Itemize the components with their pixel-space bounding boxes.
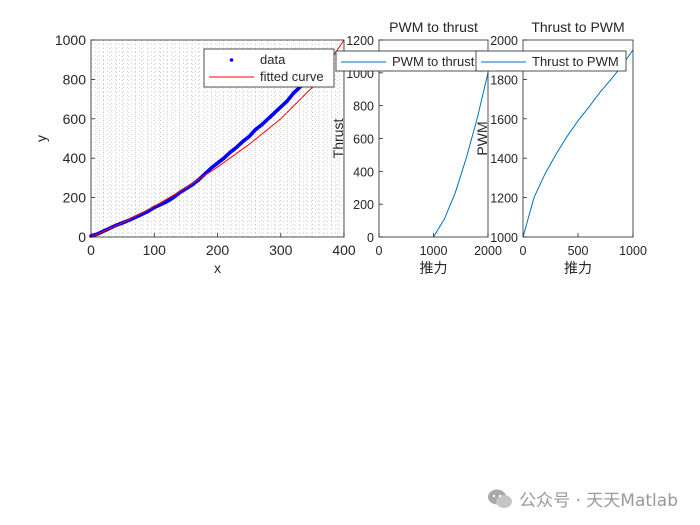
series-0-line xyxy=(522,49,634,238)
y-tick-label: 0 xyxy=(367,231,374,245)
x-axis-label: 推力 xyxy=(564,260,592,276)
legend-label: data xyxy=(260,52,286,67)
x-tick-label: 100 xyxy=(143,242,167,258)
legend: Thrust to PWM xyxy=(475,50,627,72)
x-tick-label: 2000 xyxy=(474,244,502,258)
x-tick-label: 1000 xyxy=(420,244,448,258)
panel-curve-fit: 0 100 200 300 400 0 200 400 600 800 1000 x y data fitt… xyxy=(33,32,356,276)
y-axis-label: PWM xyxy=(474,121,490,155)
panel-thrust-to-pwm: 0 500 1000 1000 1200 1400 1600 1800 2000 推力 PWM Thr… xyxy=(474,19,647,276)
plot-area xyxy=(523,40,633,237)
y-tick-label: 800 xyxy=(63,71,87,87)
y-tick-label: 1200 xyxy=(490,192,518,206)
y-tick-label: 400 xyxy=(353,165,374,179)
x-tick-label: 500 xyxy=(568,244,589,258)
chart-title: Thrust to PWM xyxy=(531,19,624,35)
chart-title: PWM to thrust xyxy=(389,19,478,35)
legend: data fitted curve xyxy=(203,48,335,88)
y-tick-label: 800 xyxy=(353,100,374,114)
y-tick-label: 200 xyxy=(63,190,87,206)
legend: PWM to thrust xyxy=(335,50,485,72)
series-1-line xyxy=(90,39,345,238)
y-tick-label: 1600 xyxy=(490,113,518,127)
y-tick-label: 1800 xyxy=(490,73,518,87)
legend-label: fitted curve xyxy=(260,69,324,84)
y-tick-label: 1400 xyxy=(490,152,518,166)
y-tick-label: 1200 xyxy=(346,34,374,48)
legend-label: PWM to thrust xyxy=(392,54,475,69)
y-tick-label: 2000 xyxy=(490,34,518,48)
series-0-line xyxy=(433,72,489,238)
y-axis-label: y xyxy=(33,135,49,142)
x-tick-label: 400 xyxy=(332,242,356,258)
y-tick-label: 0 xyxy=(78,229,86,245)
y-tick-label: 1000 xyxy=(55,32,86,48)
x-tick-label: 300 xyxy=(269,242,293,258)
x-axis-label: 推力 xyxy=(420,260,448,276)
plot-area xyxy=(379,40,488,237)
y-tick-label: 400 xyxy=(63,150,87,166)
wechat-icon xyxy=(488,489,513,508)
y-tick-label: 200 xyxy=(353,198,374,212)
legend-label: Thrust to PWM xyxy=(532,54,619,69)
y-tick-label: 600 xyxy=(353,133,374,147)
y-tick-label: 1000 xyxy=(490,231,518,245)
legend-marker xyxy=(229,58,234,62)
y-tick-label: 600 xyxy=(63,111,87,127)
x-tick-label: 0 xyxy=(376,244,383,258)
watermark: 公众号 · 天天Matlab xyxy=(487,486,678,511)
y-axis-label: Thrust xyxy=(330,119,346,159)
legend-box xyxy=(475,50,627,72)
x-tick-label: 1000 xyxy=(619,244,647,258)
x-tick-label: 200 xyxy=(206,242,230,258)
watermark-text: 公众号 · 天天Matlab xyxy=(519,491,678,511)
x-tick-label: 0 xyxy=(520,244,527,258)
x-axis-label: x xyxy=(214,260,221,276)
legend-box xyxy=(203,48,335,88)
panel-pwm-to-thrust: 0 1000 2000020040060080010001200推力ThrustPW… xyxy=(330,19,502,276)
x-tick-label: 0 xyxy=(87,242,95,258)
